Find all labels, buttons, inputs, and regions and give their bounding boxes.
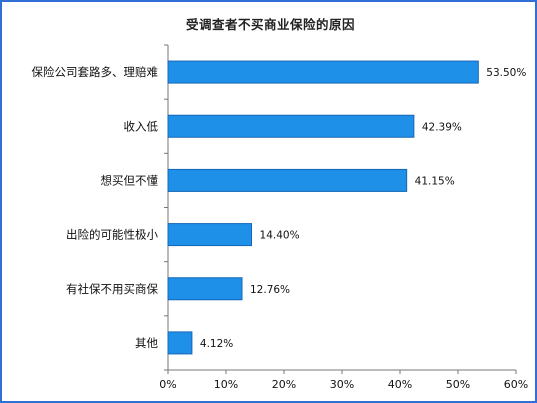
category-label: 保险公司套路多、理赔难 — [32, 65, 159, 79]
value-label: 42.39% — [422, 121, 462, 133]
value-label: 41.15% — [415, 175, 455, 187]
bar — [167, 331, 193, 355]
category-label: 收入低 — [124, 119, 159, 133]
bar — [167, 60, 479, 84]
value-label: 4.12% — [200, 338, 233, 350]
bar — [167, 223, 253, 247]
value-label: 12.76% — [250, 284, 290, 296]
value-label: 53.50% — [486, 67, 526, 79]
value-label: 14.40% — [260, 230, 300, 242]
x-tick-label: 20% — [272, 378, 296, 391]
x-tick-label: 40% — [388, 378, 412, 391]
bar — [167, 114, 415, 138]
x-tick-label: 10% — [214, 378, 238, 391]
bar — [167, 277, 243, 301]
bar — [167, 168, 408, 192]
category-label: 出险的可能性极小 — [66, 228, 158, 242]
x-tick-label: 30% — [330, 378, 354, 391]
x-tick-label: 50% — [446, 378, 470, 391]
x-tick-label: 0% — [159, 378, 176, 391]
x-tick-label: 60% — [504, 378, 528, 391]
category-label: 其他 — [135, 336, 158, 350]
chart-title: 受调查者不买商业保险的原因 — [185, 17, 355, 32]
category-label: 想买但不懂 — [101, 173, 159, 187]
category-label: 有社保不用买商保 — [66, 282, 158, 296]
